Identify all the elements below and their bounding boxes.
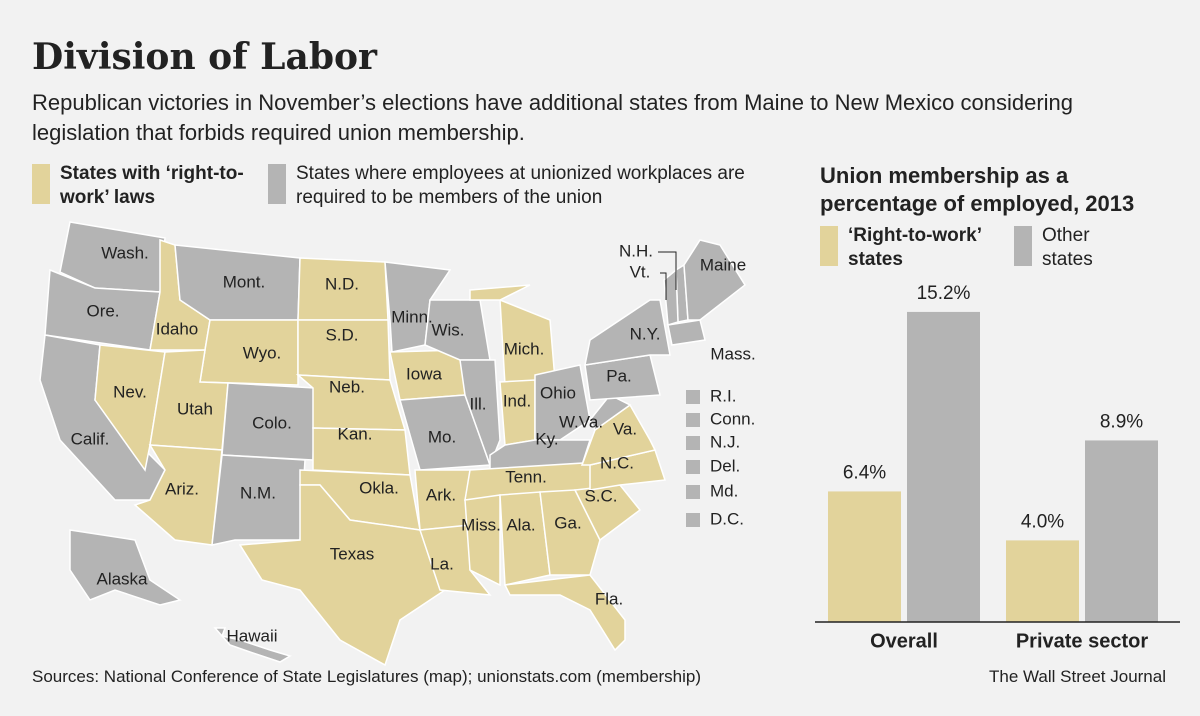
state [589,394,632,432]
x-tick-label: Private sector [1016,630,1149,652]
state-label: Iowa [406,364,442,383]
state-label: Idaho [156,319,199,338]
state-label: Ala. [506,515,535,534]
value-label: 4.0% [1021,511,1064,532]
legend-swatch [32,164,50,204]
state-label: Miss. [461,515,501,534]
state-label: Ill. [470,394,487,413]
state [213,627,292,663]
state [69,529,182,606]
state [94,344,166,472]
legend-label: Other states [1042,225,1093,270]
title: Division of Labor [32,36,377,78]
state [503,574,626,652]
state-label: Wis. [431,320,464,339]
legend-label: States with ‘right-to-work’ laws [60,163,244,208]
state-label: Tenn. [505,467,547,486]
value-label: 15.2% [917,283,971,304]
state-label: N.D. [325,274,359,293]
state-label: R.I. [710,386,736,405]
state-label: Wyo. [243,343,282,362]
source: Sources: National Conference of State Le… [32,667,701,686]
chart-title: Union membership as a percentage of empl… [820,163,1135,216]
state-key [686,436,700,450]
state-label: S.D. [325,325,358,344]
state-label: Fla. [595,589,623,608]
state-key [686,460,700,474]
state-key [686,513,700,527]
state-label: Calif. [71,429,110,448]
legend-swatch [820,226,838,266]
state [418,524,492,596]
state [534,364,591,441]
state-label: Maine [700,255,746,274]
bar [1006,540,1079,622]
legend-label: States where employees at unionized work… [296,163,745,208]
state-label: Minn. [391,307,433,326]
state-label: Conn. [710,409,755,428]
state-label: Neb. [329,377,365,396]
state-label: Ind. [503,391,531,410]
state [584,299,671,366]
state-label: Mo. [428,427,456,446]
legend-swatch [1014,226,1032,266]
state-label: Alaska [96,569,148,588]
state-label: S.C. [584,486,617,505]
state-label: Texas [330,544,374,563]
state-label: Hawaii [226,626,277,645]
state-label: N.J. [710,432,740,451]
state-key [686,485,700,499]
state-label: Mass. [710,344,755,363]
state-key [686,390,700,404]
value-label: 8.9% [1100,411,1143,432]
state-label: La. [430,554,454,573]
state-label: Ohio [540,383,576,402]
state-label: Nev. [113,382,147,401]
state [238,484,446,667]
leader [658,251,677,290]
state-label: D.C. [710,509,744,528]
x-tick-label: Overall [870,630,938,652]
subtitle: Republican victories in November’s elect… [32,90,1074,145]
state [464,494,501,587]
state-label: Okla. [359,478,399,497]
state-label: Ore. [86,301,119,320]
state [663,268,679,326]
state [667,319,706,346]
state-label: Vt. [630,262,651,281]
credit: The Wall Street Journal [989,667,1166,686]
state-label: Mich. [504,339,545,358]
state-label: Mont. [223,272,266,291]
state-label: N.C. [600,453,634,472]
bar [1085,440,1158,622]
state-label: W.Va. [559,412,603,431]
state-label: Colo. [252,413,292,432]
state-label: Va. [613,419,637,438]
leader [660,272,667,300]
state-label: Ga. [554,513,581,532]
state-label: Ariz. [165,479,199,498]
bar [907,311,980,622]
state-label: Kan. [338,424,373,443]
state-label: Ky. [535,429,558,448]
state-label: Utah [177,399,213,418]
state-label: N.H. [619,241,653,260]
bar [828,491,901,622]
state-key [686,413,700,427]
state-label: Del. [710,456,740,475]
state-label: Ark. [426,485,456,504]
state [211,454,306,546]
state [683,239,746,321]
value-label: 6.4% [843,462,886,483]
state-label: Wash. [101,243,149,262]
legend-swatch [268,164,286,204]
state-label: Pa. [606,366,632,385]
state-label: N.M. [240,483,276,502]
legend-label: ‘Right-to-work’ states [848,225,981,270]
state [499,379,536,446]
state-label: Md. [710,481,738,500]
state-label: N.Y. [630,324,661,343]
